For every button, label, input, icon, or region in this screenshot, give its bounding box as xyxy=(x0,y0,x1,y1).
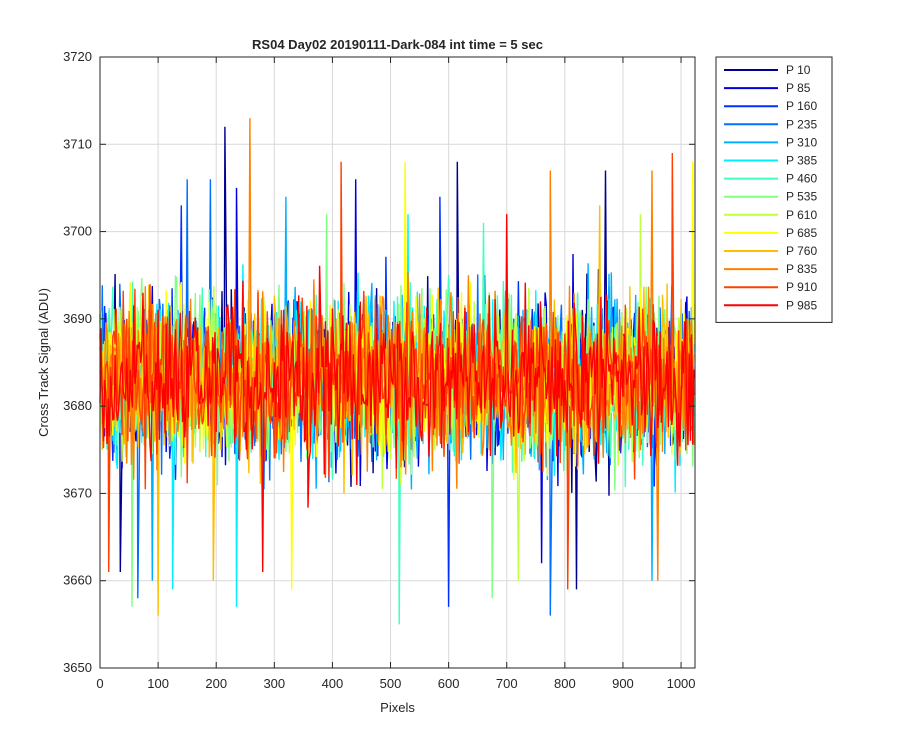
x-tick-label: 0 xyxy=(96,676,103,691)
legend-label: P 235 xyxy=(786,117,817,131)
x-tick-label: 400 xyxy=(322,676,344,691)
y-tick-label: 3670 xyxy=(63,485,92,500)
legend-label: P 10 xyxy=(786,63,811,77)
legend-label: P 460 xyxy=(786,172,817,186)
chart-title: RS04 Day02 20190111-Dark-084 int time = … xyxy=(252,37,543,52)
x-tick-label: 800 xyxy=(554,676,576,691)
legend-box xyxy=(715,56,833,323)
legend-label: P 85 xyxy=(786,81,811,95)
legend-label: P 610 xyxy=(786,208,817,222)
x-tick-label: 200 xyxy=(205,676,227,691)
y-tick-label: 3660 xyxy=(63,573,92,588)
y-tick-label: 3720 xyxy=(63,49,92,64)
x-tick-label: 900 xyxy=(612,676,634,691)
legend: P 10 P 85 P 160 P 235 P 310 P 385 P 460 P 535 P … xyxy=(715,56,833,323)
legend-label: P 910 xyxy=(786,280,817,294)
y-tick-label: 3690 xyxy=(63,311,92,326)
y-tick-label: 3680 xyxy=(63,398,92,413)
x-tick-label: 1000 xyxy=(667,676,696,691)
tick-layer: 0 100 200 300 400 500 600 700 800 900 1000 3650 3660… xyxy=(63,49,695,691)
y-tick-label: 3700 xyxy=(63,224,92,239)
legend-label: P 385 xyxy=(786,154,817,168)
plot-frame xyxy=(99,56,696,669)
x-tick-label: 600 xyxy=(438,676,460,691)
x-tick-label: 100 xyxy=(147,676,169,691)
y-axis-label: Cross Track Signal (ADU) xyxy=(36,288,51,437)
x-tick-label: 300 xyxy=(263,676,285,691)
x-axis-label: Pixels xyxy=(380,700,415,715)
legend-label: P 985 xyxy=(786,298,817,312)
series-layer xyxy=(99,118,695,625)
x-tick-label: 500 xyxy=(380,676,402,691)
legend-label: P 535 xyxy=(786,190,817,204)
legend-label: P 160 xyxy=(786,99,817,113)
series-line-p-985 xyxy=(99,214,695,573)
legend-label: P 835 xyxy=(786,262,817,276)
legend-label: P 760 xyxy=(786,244,817,258)
legend-label: P 685 xyxy=(786,226,817,240)
y-tick-label: 3710 xyxy=(63,136,92,151)
y-tick-label: 3650 xyxy=(63,660,92,675)
x-tick-label: 700 xyxy=(496,676,518,691)
legend-label: P 310 xyxy=(786,135,817,149)
